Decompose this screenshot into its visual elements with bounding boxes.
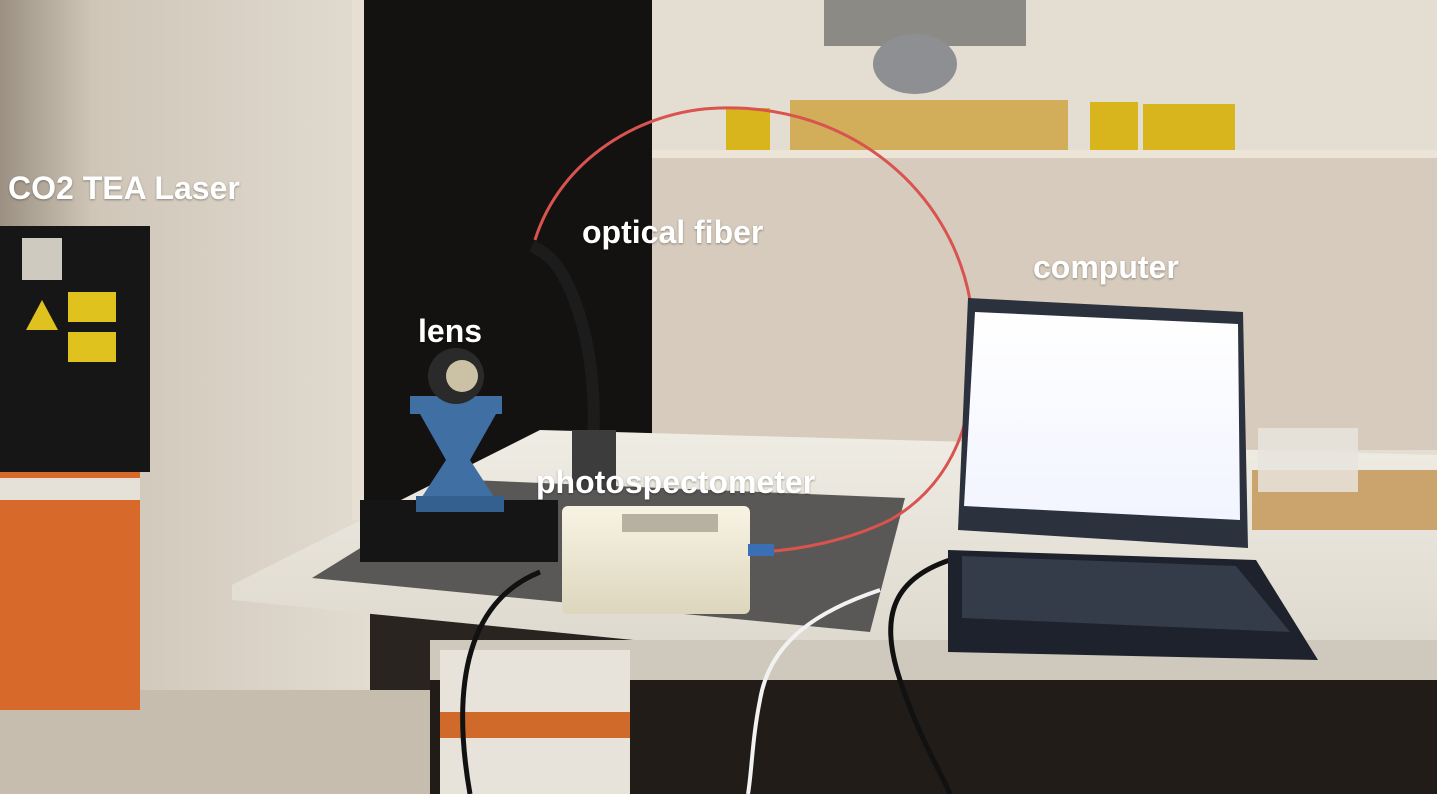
label-photospectometer: photospectometer bbox=[536, 464, 816, 500]
usb-cable-black-2 bbox=[888, 557, 953, 794]
lift-stand-base bbox=[416, 496, 504, 512]
usb-cable-black bbox=[460, 569, 541, 794]
label-co2-tea-laser: CO2 TEA Laser bbox=[8, 170, 240, 206]
magnetic-base bbox=[572, 430, 616, 490]
label-computer: computer bbox=[1033, 249, 1179, 285]
laptop-keyboard bbox=[962, 556, 1290, 632]
lift-stand-scissor bbox=[420, 414, 496, 500]
partition-top bbox=[622, 150, 1437, 158]
yellow-mount-1 bbox=[726, 108, 770, 150]
optical-fiber-cable bbox=[533, 106, 976, 554]
clear-container bbox=[1258, 428, 1358, 492]
spectrometer-connector bbox=[748, 544, 774, 556]
yellow-mount-3 bbox=[1143, 104, 1235, 150]
gooseneck-arm bbox=[529, 240, 600, 471]
lift-stand-top bbox=[410, 396, 502, 414]
label-lens: lens bbox=[418, 313, 483, 349]
yellow-crate bbox=[790, 100, 1068, 150]
laser-label-plate bbox=[22, 238, 62, 280]
lens-glass bbox=[446, 360, 478, 392]
laser-hazard-icon bbox=[26, 300, 58, 330]
label-optical-fiber: optical fiber bbox=[582, 214, 764, 250]
laptop-screen bbox=[964, 312, 1240, 520]
door-frame bbox=[352, 0, 364, 520]
laser-cart bbox=[0, 470, 140, 710]
laser-warning-sticker-1 bbox=[68, 292, 116, 322]
laser-warning-sticker-2 bbox=[68, 332, 116, 362]
spectrometer-window bbox=[622, 514, 718, 532]
power-cable-white bbox=[746, 588, 881, 794]
box-stripe bbox=[440, 712, 630, 738]
spectrometer-box bbox=[562, 506, 750, 614]
metal-cylinder bbox=[873, 34, 957, 94]
yellow-mount-2 bbox=[1090, 102, 1138, 150]
laser-cart-rail bbox=[0, 478, 140, 500]
